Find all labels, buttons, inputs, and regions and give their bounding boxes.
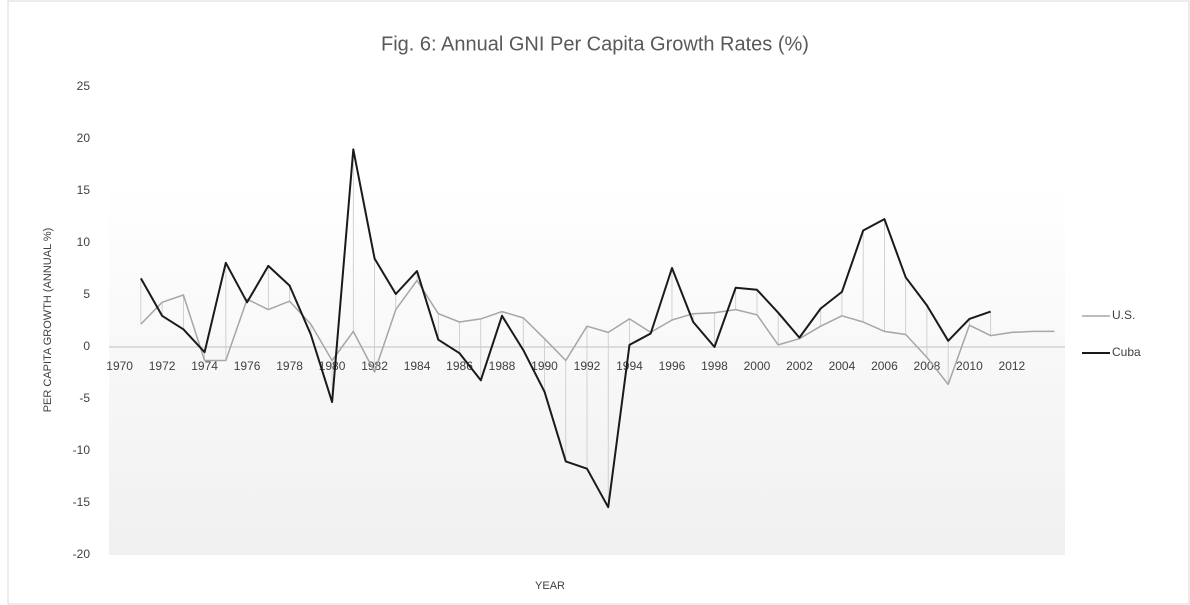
x-tick-label: 1978 (276, 359, 303, 373)
x-tick-label: 2008 (914, 359, 941, 373)
series-line (140, 279, 1055, 386)
y-tick-label: 10 (77, 235, 91, 249)
y-tick-label: -15 (73, 495, 91, 509)
x-tick-label: 2000 (744, 359, 771, 373)
x-tick-label: 1970 (106, 359, 133, 373)
series-line (140, 148, 991, 509)
y-tick-label: -5 (79, 391, 90, 405)
x-tick-label: 1994 (616, 359, 643, 373)
y-tick-label: 0 (83, 339, 90, 353)
y-tick-label: 25 (77, 79, 91, 93)
y-tick-label: -10 (73, 443, 91, 457)
y-axis-title: PER CAPITA GROWTH (ANNUAL %) (42, 228, 54, 413)
x-tick-label: 1988 (489, 359, 516, 373)
x-tick-label: 1974 (191, 359, 218, 373)
legend-label: Cuba (1112, 345, 1141, 359)
x-tick-label: 2010 (956, 359, 983, 373)
x-tick-label: 2002 (786, 359, 813, 373)
y-tick-label: 5 (83, 287, 90, 301)
legend-label: U.S. (1112, 308, 1135, 322)
y-tick-label: -20 (73, 547, 91, 561)
x-tick-label: 2006 (871, 359, 898, 373)
x-tick-label: 2004 (829, 359, 856, 373)
x-tick-label: 1972 (149, 359, 176, 373)
x-tick-label: 1996 (659, 359, 686, 373)
y-tick-label: 20 (77, 131, 91, 145)
frame (7, 0, 1190, 605)
y-tick-label: 15 (77, 183, 91, 197)
chart-title: Fig. 6: Annual GNI Per Capita Growth Rat… (381, 33, 809, 55)
x-tick-label: 2012 (999, 359, 1026, 373)
x-tick-label: 1976 (234, 359, 261, 373)
x-tick-label: 1984 (404, 359, 431, 373)
x-tick-label: 1998 (701, 359, 728, 373)
x-axis-title: YEAR (535, 580, 565, 592)
